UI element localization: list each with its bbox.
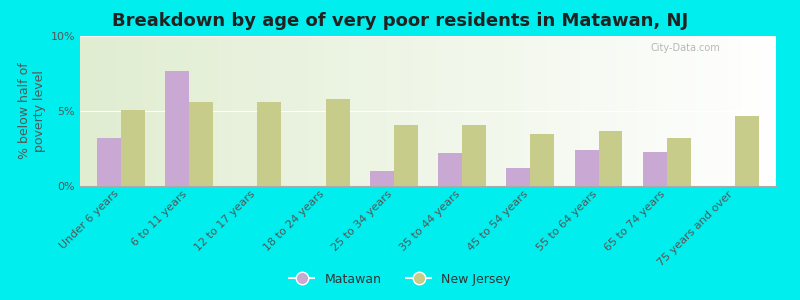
Bar bbox=[438, 153, 462, 186]
Bar bbox=[166, 70, 189, 186]
Bar bbox=[598, 130, 622, 186]
Text: City-Data.com: City-Data.com bbox=[650, 43, 720, 53]
Bar bbox=[121, 110, 145, 186]
Legend: Matawan, New Jersey: Matawan, New Jersey bbox=[284, 268, 516, 291]
Text: Breakdown by age of very poor residents in Matawan, NJ: Breakdown by age of very poor residents … bbox=[112, 12, 688, 30]
Bar bbox=[326, 99, 350, 186]
Bar bbox=[462, 124, 486, 186]
Bar bbox=[189, 102, 213, 186]
Bar bbox=[506, 168, 530, 186]
Bar bbox=[258, 102, 282, 186]
Bar bbox=[735, 116, 759, 186]
Bar bbox=[370, 171, 394, 186]
Bar bbox=[574, 150, 598, 186]
Bar bbox=[643, 152, 667, 186]
Y-axis label: % below half of
poverty level: % below half of poverty level bbox=[18, 63, 46, 159]
Bar bbox=[394, 124, 418, 186]
Bar bbox=[667, 138, 690, 186]
Bar bbox=[97, 138, 121, 186]
Bar bbox=[530, 134, 554, 186]
